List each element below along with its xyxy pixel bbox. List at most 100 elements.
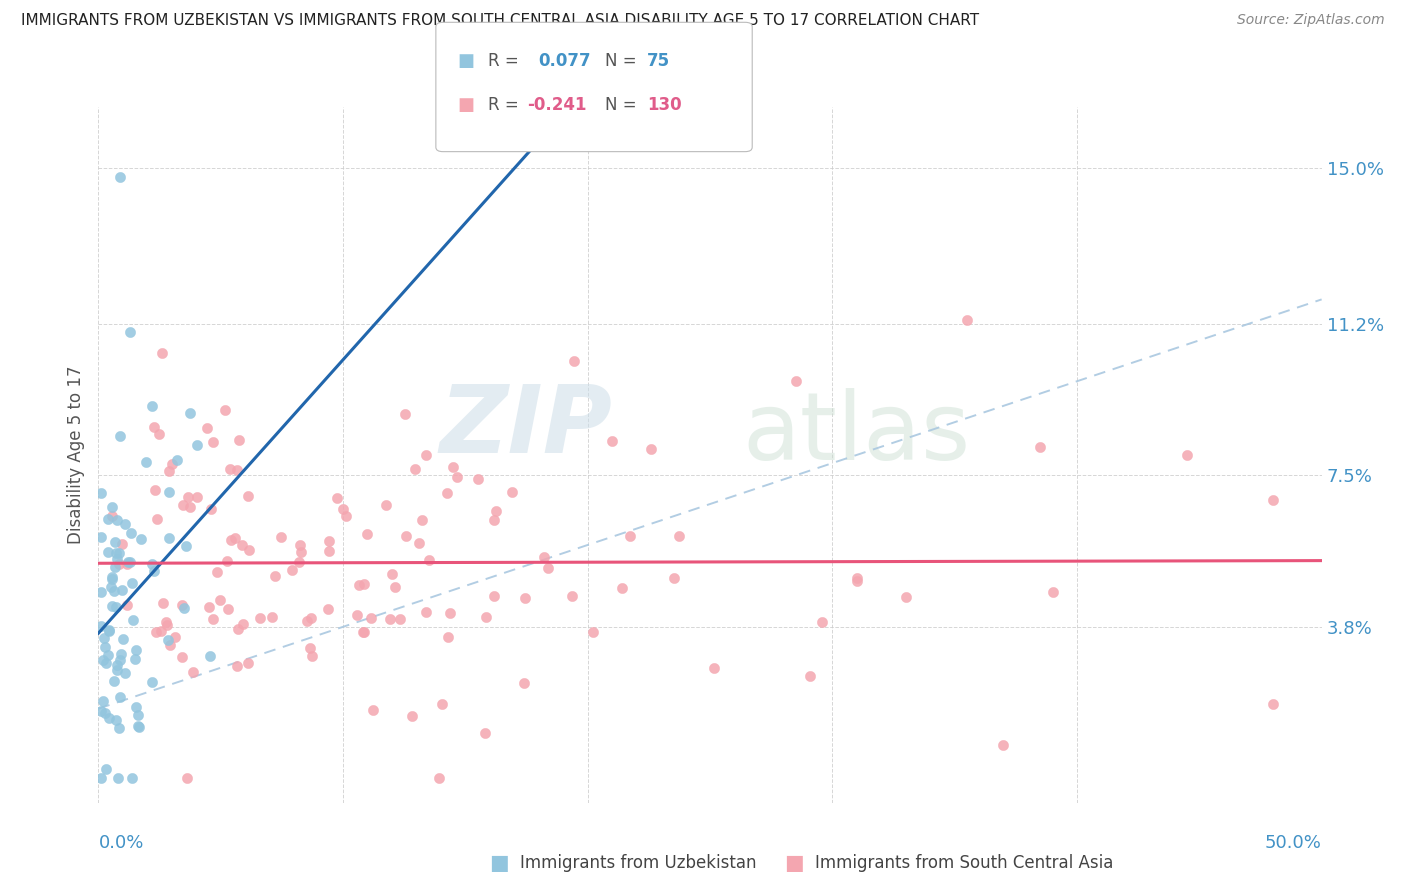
Point	[236, 657, 259, 671]
Point	[299, 640, 322, 655]
Point	[360, 611, 382, 625]
Point	[361, 703, 384, 717]
Point	[427, 771, 450, 785]
Point	[374, 498, 396, 512]
Point	[117, 555, 139, 569]
Point	[353, 624, 375, 639]
Point	[415, 605, 437, 619]
Point	[173, 601, 195, 615]
Point	[208, 593, 231, 607]
Point	[217, 554, 239, 568]
Text: Source: ZipAtlas.com: Source: ZipAtlas.com	[1237, 13, 1385, 28]
Point	[318, 544, 340, 558]
Text: Immigrants from Uzbekistan: Immigrants from Uzbekistan	[520, 854, 756, 871]
Point	[200, 648, 222, 663]
Point	[157, 485, 180, 500]
Point	[111, 582, 134, 597]
Text: 0.0%: 0.0%	[98, 834, 143, 852]
Point	[172, 649, 194, 664]
Point	[325, 491, 347, 505]
Point	[125, 643, 148, 657]
Point	[94, 640, 117, 655]
Point	[120, 325, 142, 339]
Text: -0.241: -0.241	[527, 96, 586, 114]
Text: 75: 75	[647, 52, 669, 70]
Point	[110, 169, 132, 184]
Point	[121, 771, 143, 785]
Point	[1261, 492, 1284, 507]
Point	[156, 618, 179, 632]
Point	[97, 545, 120, 559]
Text: 130: 130	[647, 96, 682, 114]
Point	[150, 624, 173, 638]
Point	[114, 516, 136, 531]
Point	[127, 708, 149, 723]
Point	[225, 463, 247, 477]
Point	[107, 663, 129, 677]
Point	[467, 472, 489, 486]
Text: Immigrants from South Central Asia: Immigrants from South Central Asia	[815, 854, 1114, 871]
Point	[124, 652, 146, 666]
Point	[146, 512, 169, 526]
Point	[112, 632, 135, 646]
Point	[602, 434, 624, 448]
Point	[260, 610, 283, 624]
Point	[207, 566, 229, 580]
Point	[439, 607, 461, 621]
Point	[619, 529, 641, 543]
Point	[105, 713, 128, 727]
Point	[299, 611, 322, 625]
Point	[115, 557, 138, 571]
Point	[94, 706, 117, 721]
Point	[195, 420, 218, 434]
Point	[316, 602, 339, 616]
Point	[159, 638, 181, 652]
Point	[179, 500, 201, 514]
Text: ■: ■	[785, 853, 804, 872]
Point	[394, 407, 416, 421]
Point	[155, 615, 177, 629]
Point	[201, 612, 224, 626]
Point	[97, 648, 120, 662]
Point	[411, 513, 433, 527]
Point	[90, 486, 112, 500]
Point	[103, 535, 125, 549]
Point	[101, 570, 124, 584]
Point	[231, 538, 253, 552]
Point	[200, 501, 222, 516]
Point	[105, 546, 128, 560]
Point	[91, 694, 114, 708]
Point	[156, 633, 179, 648]
Point	[513, 591, 536, 606]
Point	[418, 553, 440, 567]
Point	[436, 486, 458, 500]
Point	[219, 533, 242, 548]
Point	[98, 623, 121, 637]
Point	[96, 762, 118, 776]
Point	[183, 665, 205, 680]
Text: R =: R =	[488, 52, 519, 70]
Point	[378, 612, 401, 626]
Point	[301, 649, 323, 664]
Point	[226, 622, 249, 636]
Point	[107, 771, 129, 785]
Point	[288, 537, 311, 551]
Text: ■: ■	[457, 52, 474, 70]
Point	[90, 530, 112, 544]
Point	[93, 631, 115, 645]
Point	[104, 560, 127, 574]
Point	[150, 346, 173, 360]
Point	[485, 504, 508, 518]
Point	[956, 313, 979, 327]
Point	[401, 709, 423, 723]
Point	[432, 697, 454, 711]
Point	[408, 536, 430, 550]
Point	[98, 624, 121, 639]
Point	[388, 612, 411, 626]
Point	[160, 457, 183, 471]
Point	[186, 438, 208, 452]
Point	[582, 625, 605, 640]
Text: 50.0%: 50.0%	[1265, 834, 1322, 852]
Point	[501, 485, 523, 500]
Text: 0.077: 0.077	[538, 52, 591, 70]
